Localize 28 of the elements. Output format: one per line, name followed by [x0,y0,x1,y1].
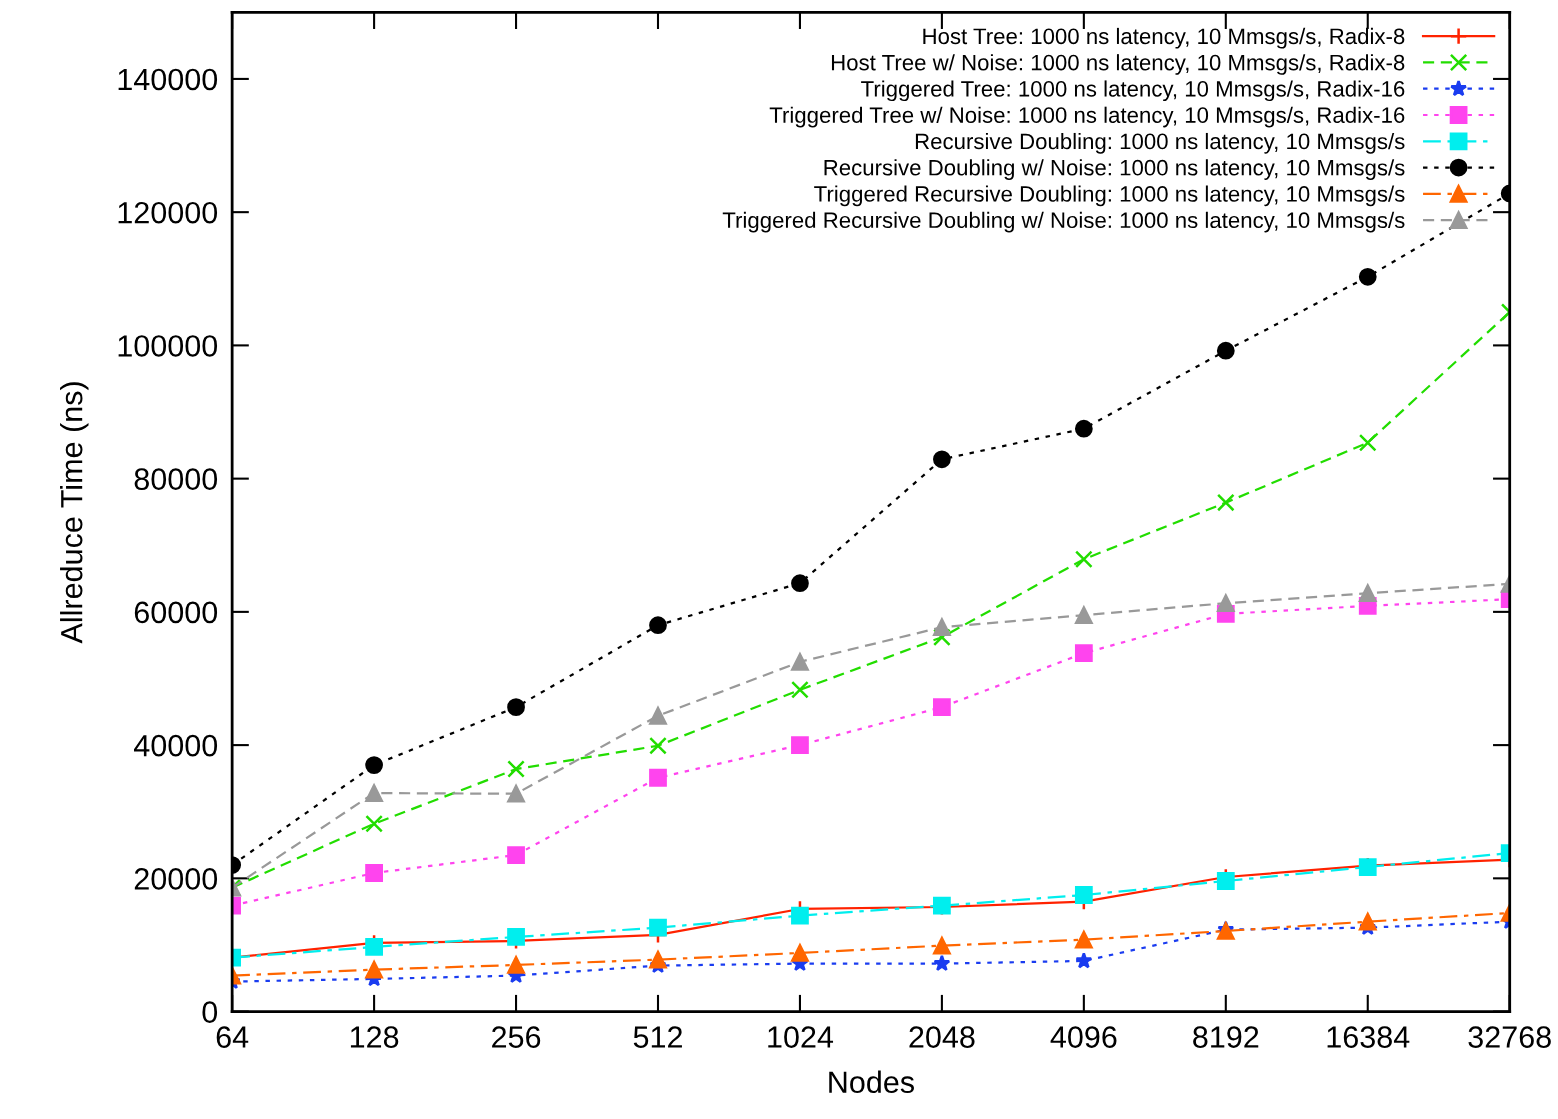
legend-label: Recursive Doubling w/ Noise: 1000 ns latency, 10 Mmsgs/s [824,159,1405,180]
x-tick-label: 32768 [1468,1026,1551,1048]
y-tick-label: 20000 [134,868,218,890]
y-axis-title: Allreduce Time (ns) [60,382,89,644]
x-tick-label: 256 [492,1026,541,1048]
legend-label: Host Tree w/ Noise: 1000 ns latency, 10 Mmsgs/s, Radix-8 [831,54,1405,75]
y-tick-label: 60000 [134,601,218,624]
x-tick-label: 8192 [1193,1026,1259,1048]
legend-label: Triggered Recursive Doubling w/ Noise: 1000 ns latency, 10 Mmsgs/s [722,211,1405,233]
legend-label: Triggered Tree: 1000 ns latency, 10 Mmsgs/s, Radix-16 [861,80,1405,102]
y-tick-label: 100000 [118,335,218,357]
x-tick-label: 1024 [768,1026,834,1048]
legend-label: Recursive Doubling: 1000 ns latency, 10 Mmsgs/s [915,132,1405,154]
legend-label: Triggered Tree w/ Noise: 1000 ns latency, 10 Mmsgs/s, Radix-16 [769,106,1405,128]
legend-label: Triggered Recursive Doubling: 1000 ns latency, 10 Mmsgs/s [814,185,1405,207]
x-axis-title: Nodes [829,1070,914,1094]
legend-label: Host Tree: 1000 ns latency, 10 Mmsgs/s, Radix-8 [923,27,1405,49]
x-tick-label: 4096 [1050,1026,1117,1048]
x-tick-label: 128 [350,1026,399,1048]
x-tick-label: 512 [633,1026,682,1048]
y-tick-label: 0 [202,1001,218,1023]
y-tick-label: 120000 [118,201,218,224]
y-tick-label: 140000 [118,68,218,91]
x-tick-label: 16384 [1327,1026,1410,1048]
y-tick-label: 40000 [134,734,218,757]
y-tick-label: 80000 [134,468,218,491]
x-tick-label: 2048 [909,1026,975,1048]
x-tick-label: 64 [216,1026,249,1048]
